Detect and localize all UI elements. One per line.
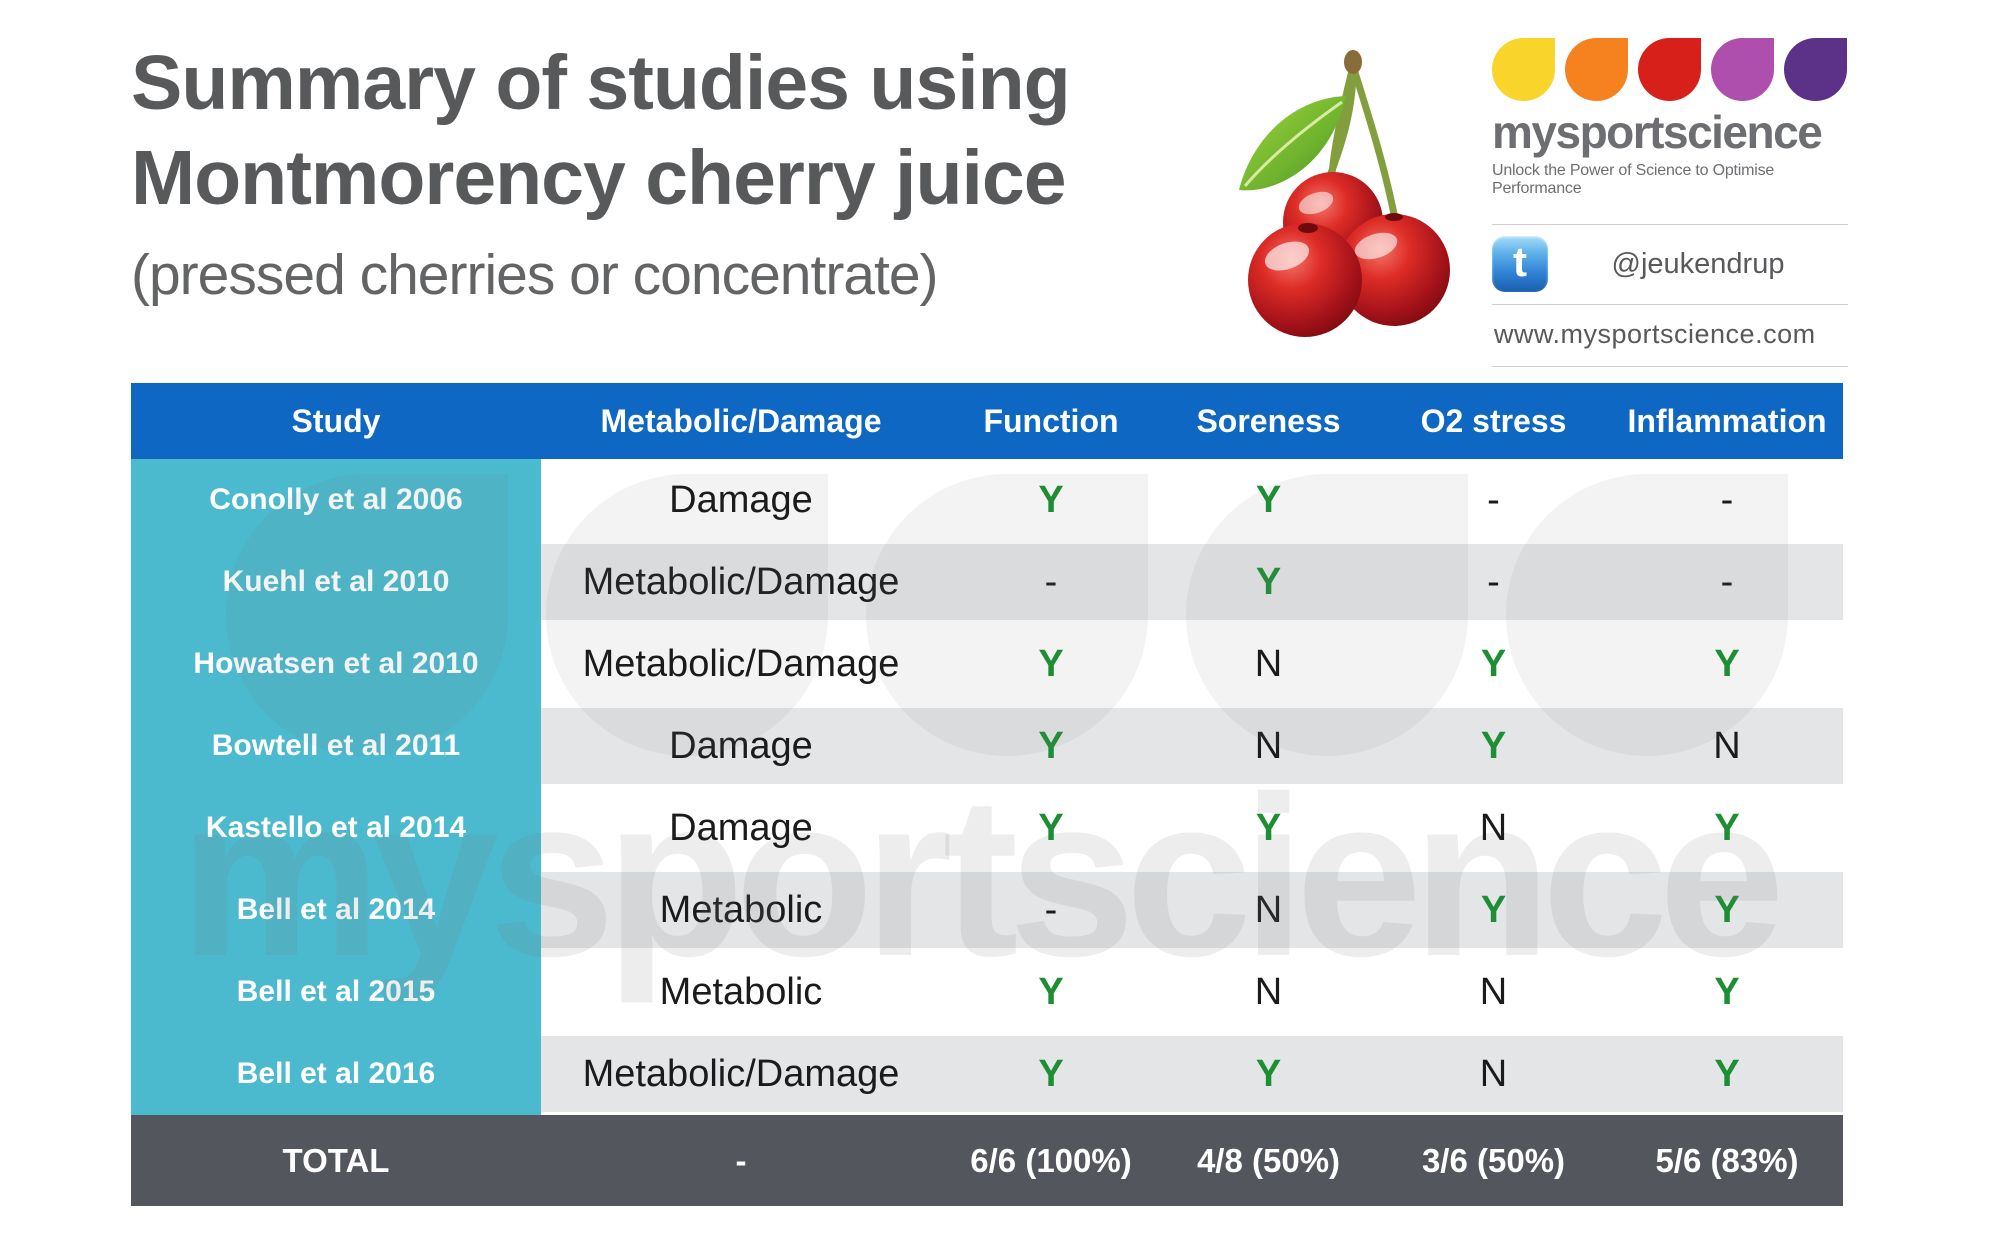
- studies-table: Study Metabolic/Damage Function Soreness…: [131, 383, 1843, 1206]
- table-row: Bell et al 2015 Metabolic Y N N Y: [131, 951, 1843, 1033]
- table-total-row: TOTAL - 6/6 (100%) 4/8 (50%) 3/6 (50%) 5…: [131, 1115, 1843, 1206]
- table-row: Kuehl et al 2010 Metabolic/Damage - Y - …: [131, 541, 1843, 623]
- logo-droplet-red-icon: [1638, 38, 1701, 101]
- twitter-glyph: t: [1513, 238, 1527, 285]
- title-line-2: Montmorency cherry juice: [131, 135, 1067, 221]
- total-o2-stress: 3/6 (50%): [1421, 1141, 1566, 1179]
- page-title: Summary of studies using Montmorency che…: [131, 36, 1071, 308]
- study-name: Bell et al 2016: [131, 1033, 541, 1115]
- table-row: Howatsen et al 2010 Metabolic/Damage Y N…: [131, 623, 1843, 705]
- cherry-front: [1248, 223, 1362, 337]
- subtitle: (pressed cherries or concentrate): [131, 243, 939, 307]
- table-row: Bell et al 2014 Metabolic - N Y Y: [131, 869, 1843, 951]
- total-metabolic-damage: -: [735, 1141, 747, 1179]
- twitter-handle: @jeukendrup: [1611, 247, 1785, 280]
- total-inflammation: 5/6 (83%): [1655, 1141, 1799, 1179]
- table-row: Kastello et al 2014 Damage Y Y N Y: [131, 787, 1843, 869]
- study-name: Howatsen et al 2010: [131, 623, 541, 705]
- stem-knot: [1344, 50, 1362, 74]
- table-body: mysportscience Conolly et al 2006 Damage…: [131, 459, 1843, 1115]
- table-row: Bowtell et al 2011 Damage Y N Y N: [131, 705, 1843, 787]
- col-header-soreness: Soreness: [1196, 402, 1341, 439]
- twitter-row: t @jeukendrup: [1492, 225, 1848, 305]
- total-function: 6/6 (100%): [970, 1141, 1132, 1179]
- title-line-1: Summary of studies using: [131, 40, 1071, 126]
- col-header-o2-stress: O2 stress: [1420, 402, 1567, 439]
- table-row: Bell et al 2016 Metabolic/Damage Y Y N Y: [131, 1033, 1843, 1115]
- total-label: TOTAL: [282, 1141, 390, 1179]
- study-name: Bell et al 2014: [131, 869, 541, 951]
- total-soreness: 4/8 (50%): [1196, 1141, 1341, 1179]
- col-header-inflammation: Inflammation: [1627, 402, 1827, 439]
- brand-name: mysportscience: [1492, 106, 1823, 158]
- study-name: Bell et al 2015: [131, 951, 541, 1033]
- cherry-right: [1338, 213, 1450, 326]
- website-url: www.mysportscience.com: [1492, 305, 1848, 367]
- study-name: Kastello et al 2014: [131, 787, 541, 869]
- brand-block: mysportscience Unlock the Power of Scien…: [1492, 38, 1848, 367]
- table-row: Conolly et al 2006 Damage Y Y - -: [131, 459, 1843, 541]
- cherry-leaf: [1239, 96, 1346, 191]
- cherries-image: [1239, 50, 1450, 337]
- brand-tagline: Unlock the Power of Science to Optimise …: [1492, 162, 1848, 225]
- brand-logo: [1492, 38, 1848, 101]
- logo-droplet-purple-icon: [1784, 38, 1847, 101]
- col-header-function: Function: [983, 402, 1119, 439]
- study-name: Conolly et al 2006: [131, 459, 541, 541]
- logo-droplet-magenta-icon: [1711, 38, 1774, 101]
- study-name: Kuehl et al 2010: [131, 541, 541, 623]
- col-header-study: Study: [291, 402, 381, 439]
- logo-droplet-orange-icon: [1565, 38, 1628, 101]
- table-header: Study Metabolic/Damage Function Soreness…: [131, 383, 1843, 459]
- col-header-metabolic-damage: Metabolic/Damage: [600, 402, 882, 439]
- study-name: Bowtell et al 2011: [131, 705, 541, 787]
- logo-droplet-yellow-icon: [1492, 38, 1555, 101]
- twitter-icon: t: [1492, 236, 1548, 292]
